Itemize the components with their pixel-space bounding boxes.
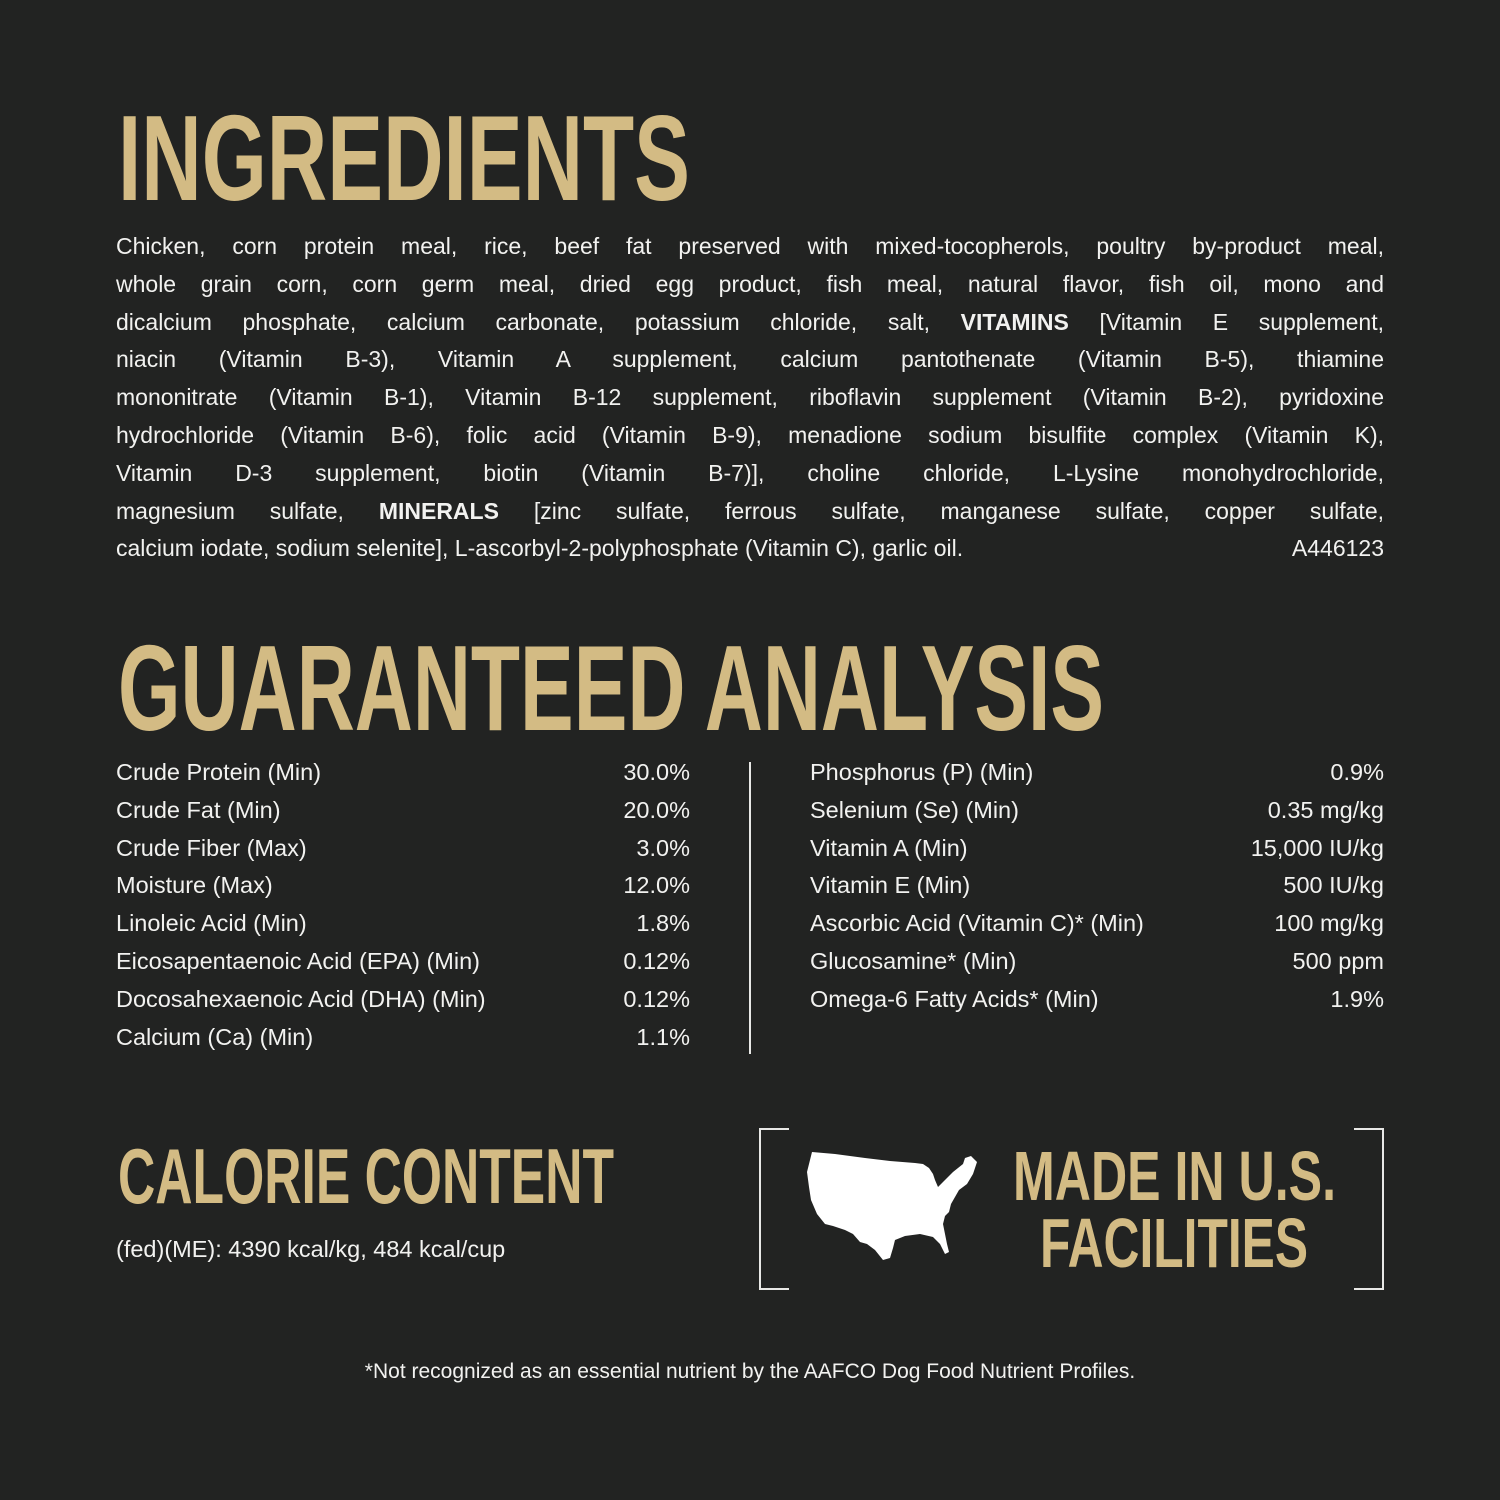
analysis-row: Crude Fat (Min) 20.0% — [116, 792, 690, 830]
guaranteed-analysis-heading: GUARANTEED ANALYSIS — [118, 630, 1104, 740]
analysis-row: Ascorbic Acid (Vitamin C)* (Min) 100 mg/k… — [810, 905, 1384, 943]
analysis-row: Selenium (Se) (Min) 0.35 mg/kg — [810, 792, 1384, 830]
ingredients-line: mononitrate (Vitamin B-1), Vitamin B-12 … — [116, 379, 1384, 417]
nutrient-value: 1.9% — [1330, 985, 1384, 1012]
ingredients-list: Chicken, corn protein meal, rice, beef f… — [116, 228, 1384, 568]
made-in-us-line1: MADE IN U.S. — [1013, 1145, 1336, 1205]
svg-text:FACILITIES: FACILITIES — [1040, 1212, 1308, 1272]
nutrient-label: Phosphorus (P) (Min) — [810, 759, 1034, 785]
svg-text:INGREDIENTS: INGREDIENTS — [118, 100, 690, 210]
nutrient-value: 12.0% — [623, 872, 690, 899]
nutrient-value: 0.12% — [623, 947, 690, 974]
ingredients-line: Vitamin D-3 supplement, biotin (Vitamin … — [116, 455, 1384, 493]
nutrient-label: Ascorbic Acid (Vitamin C)* (Min) — [810, 910, 1144, 937]
ingredients-text: mononitrate (Vitamin B-1), Vitamin B-12 … — [116, 384, 1384, 411]
ingredients-line: hydrochloride (Vitamin B-6), folic acid … — [116, 417, 1384, 455]
ingredients-line: magnesium sulfate, MINERALS [zinc sulfat… — [116, 493, 1384, 531]
analysis-left-column: Crude Protein (Min) 30.0% Crude Fat (Min) 2… — [116, 754, 690, 1056]
nutrient-label: Glucosamine* (Min) — [810, 947, 1017, 974]
ingredients-text: magnesium sulfate, — [116, 497, 379, 524]
usa-map-icon — [807, 1152, 977, 1260]
made-in-us-line2: FACILITIES — [1040, 1212, 1308, 1272]
calorie-content-text: (fed)(ME): 4390 kcal/kg, 484 kcal/cup — [116, 1236, 506, 1262]
ingredients-heading: INGREDIENTS — [118, 100, 690, 210]
ingredients-text: niacin (Vitamin B-3), Vitamin A suppleme… — [116, 346, 1384, 373]
nutrient-label: Crude Fat (Min) — [116, 796, 281, 823]
ingredients-line: whole grain corn, corn germ meal, dried … — [116, 266, 1384, 304]
nutrient-value: 20.0% — [623, 796, 690, 823]
nutrient-label: Crude Fiber (Max) — [116, 834, 307, 861]
footnote: *Not recognized as an essential nutrient… — [364, 1360, 1136, 1383]
ingredients-line: dicalcium phosphate, calcium carbonate, … — [116, 304, 1384, 342]
ingredients-text: [zinc sulfate, ferrous sulfate, manganes… — [498, 497, 1385, 524]
nutrient-value: 100 mg/kg — [1274, 910, 1384, 937]
nutrient-value: 30.0% — [623, 759, 690, 785]
nutrient-value: 500 IU/kg — [1283, 872, 1384, 899]
nutrient-label: Crude Protein (Min) — [116, 759, 322, 785]
nutrient-label: Selenium (Se) (Min) — [810, 796, 1019, 823]
svg-text:CALORIE CONTENT: CALORIE CONTENT — [118, 1140, 614, 1210]
analysis-row: Crude Fiber (Max) 3.0% — [116, 830, 690, 868]
svg-text:GUARANTEED ANALYSIS: GUARANTEED ANALYSIS — [118, 630, 1104, 740]
analysis-row: Docosahexaenoic Acid (DHA) (Min) 0.12% — [116, 981, 690, 1019]
ingredients-text: whole grain corn, corn germ meal, dried … — [116, 270, 1384, 297]
analysis-row: Phosphorus (P) (Min) 0.9% — [810, 754, 1384, 792]
analysis-row: Linoleic Acid (Min) 1.8% — [116, 905, 690, 943]
analysis-row: Calcium (Ca) (Min) 1.1% — [116, 1019, 690, 1057]
nutrient-value: 15,000 IU/kg — [1250, 834, 1384, 861]
nutrient-value: 1.8% — [636, 910, 690, 937]
nutrient-label: Moisture (Max) — [116, 872, 273, 899]
nutrient-value: 0.9% — [1330, 759, 1384, 785]
nutrient-label: Vitamin E (Min) — [810, 872, 971, 899]
ingredients-text: calcium iodate, sodium selenite], L-asco… — [116, 535, 964, 562]
ingredients-text: Chicken, corn protein meal, rice, beef f… — [116, 233, 1384, 259]
analysis-row: Crude Protein (Min) 30.0% — [116, 754, 690, 792]
analysis-row: Vitamin E (Min) 500 IU/kg — [810, 867, 1384, 905]
nutrient-value: 0.12% — [623, 985, 690, 1012]
ingredient-category-label: MINERALS — [378, 497, 499, 524]
nutrient-label: Calcium (Ca) (Min) — [116, 1023, 314, 1050]
ingredient-category-label: VITAMINS — [960, 308, 1069, 335]
analysis-row: Vitamin A (Min) 15,000 IU/kg — [810, 830, 1384, 868]
ingredients-line: Chicken, corn protein meal, rice, beef f… — [116, 228, 1384, 266]
column-divider — [749, 762, 751, 1054]
analysis-row: Moisture (Max) 12.0% — [116, 867, 690, 905]
nutrient-value: 3.0% — [636, 834, 690, 861]
nutrient-label: Eicosapentaenoic Acid (EPA) (Min) — [116, 947, 480, 974]
ingredients-line: niacin (Vitamin B-3), Vitamin A suppleme… — [116, 341, 1384, 379]
nutrient-label: Omega-6 Fatty Acids* (Min) — [810, 985, 1099, 1012]
calorie-content-heading: CALORIE CONTENT — [118, 1140, 614, 1210]
nutrient-value: 500 ppm — [1292, 947, 1384, 974]
analysis-row: Glucosamine* (Min) 500 ppm — [810, 943, 1384, 981]
nutrient-label: Linoleic Acid (Min) — [116, 910, 307, 937]
svg-text:MADE IN U.S.: MADE IN U.S. — [1013, 1145, 1336, 1205]
ingredients-text: dicalcium phosphate, calcium carbonate, … — [116, 308, 961, 335]
ingredients-text: hydrochloride (Vitamin B-6), folic acid … — [116, 421, 1384, 448]
nutrient-value: 1.1% — [636, 1023, 690, 1050]
ingredients-text: Vitamin D-3 supplement, biotin (Vitamin … — [116, 459, 1384, 486]
nutrient-label: Docosahexaenoic Acid (DHA) (Min) — [116, 985, 486, 1012]
left-bracket — [759, 1128, 789, 1290]
analysis-row: Eicosapentaenoic Acid (EPA) (Min) 0.12% — [116, 943, 690, 981]
analysis-right-column: Phosphorus (P) (Min) 0.9% Selenium (Se) (M… — [810, 754, 1384, 1019]
ingredients-text: [Vitamin E supplement, — [1068, 308, 1384, 335]
analysis-row: Omega-6 Fatty Acids* (Min) 1.9% — [810, 981, 1384, 1019]
nutrient-label: Vitamin A (Min) — [810, 834, 968, 861]
ingredients-last-line: calcium iodate, sodium selenite], L-asco… — [116, 530, 1384, 568]
nutrient-value: 0.35 mg/kg — [1267, 796, 1384, 823]
right-bracket — [1354, 1128, 1384, 1290]
product-code: A446123 — [1291, 535, 1384, 562]
